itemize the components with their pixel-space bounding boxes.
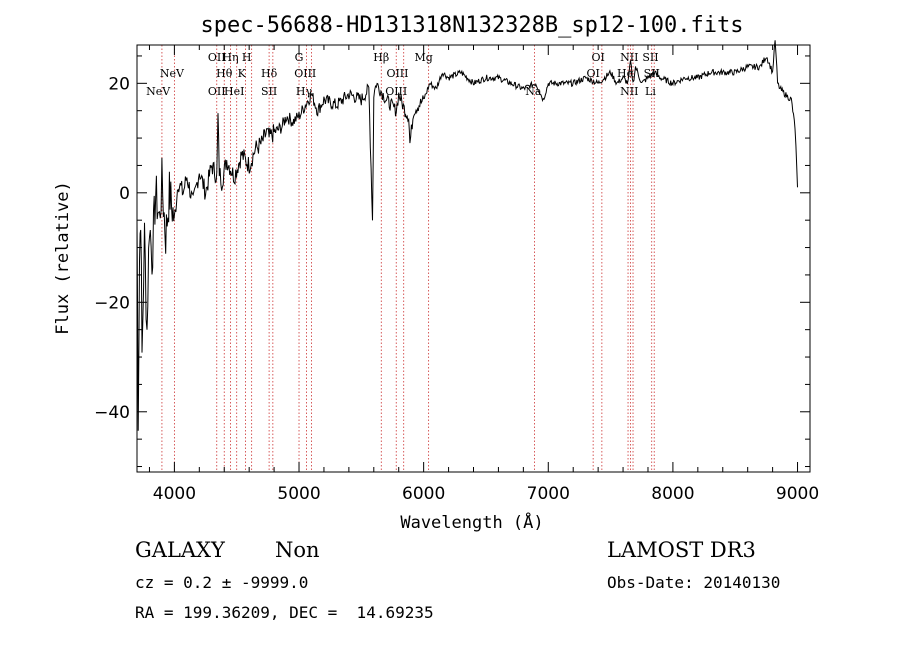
y-tick-label: 0 <box>119 184 130 204</box>
emission-line-label: NeV <box>146 85 171 98</box>
y-tick-label: −40 <box>94 403 130 423</box>
x-axis-label: Wavelength (Å) <box>400 511 543 533</box>
x-tick-label: 4000 <box>153 484 196 504</box>
y-tick-label: 20 <box>108 74 130 94</box>
emission-line-label: OII <box>208 51 226 64</box>
emission-line-label: G <box>295 51 304 64</box>
emission-line-label: H <box>242 51 252 64</box>
x-axis-ticks: 4000 5000 6000 7000 8000 9000 <box>148 45 819 504</box>
emission-line-label: OIII <box>385 85 407 98</box>
emission-line-label: Mg <box>414 51 432 64</box>
emission-line-label: OII <box>208 85 226 98</box>
survey-name: LAMOST DR3 <box>607 538 756 562</box>
plot-frame <box>136 44 811 473</box>
object-class: GALAXY <box>135 538 225 562</box>
emission-line-label: Hδ <box>261 67 278 80</box>
x-tick-label: 7000 <box>527 484 570 504</box>
emission-line-label: HeI <box>224 85 244 98</box>
emission-line-label: SII <box>642 51 658 64</box>
emission-line-label: Li <box>645 85 656 98</box>
emission-line-label: NeV <box>160 67 185 80</box>
emission-line-label: Hγ <box>296 85 313 98</box>
emission-line-label: NII <box>620 85 638 98</box>
spectrum-series-line <box>136 40 798 431</box>
emission-line-label: Na <box>525 85 542 98</box>
emission-line-labels: NeV NeV OII OII Hθ Hη HeI KH Hδ SII G OIII Hγ Hβ OIII O… <box>146 51 660 98</box>
x-tick-label: 5000 <box>277 484 320 504</box>
emission-line-label: OI <box>591 51 604 64</box>
emission-line-markers <box>161 45 655 472</box>
emission-line-label: NII <box>620 51 638 64</box>
ra-dec: RA = 199.36209, DEC = 14.69235 <box>135 603 434 622</box>
emission-line-label: SII <box>261 85 277 98</box>
object-subclass: Non <box>275 538 320 562</box>
emission-line-label: Hη <box>222 51 238 64</box>
emission-line-label: K <box>238 67 247 80</box>
x-tick-label: 8000 <box>651 484 694 504</box>
emission-line-label: Hα <box>617 67 635 80</box>
redshift-cz: cz = 0.2 ± -9999.0 <box>135 573 309 592</box>
y-tick-label: −20 <box>94 293 130 313</box>
observation-date: Obs-Date: 20140130 <box>607 573 781 592</box>
emission-line-label: OIII <box>386 67 408 80</box>
x-tick-label: 6000 <box>402 484 445 504</box>
emission-line-label: Hβ <box>373 51 389 64</box>
emission-line-label: Hθ <box>216 67 233 80</box>
emission-line-label: OI <box>586 67 599 80</box>
y-axis-ticks: −40 −20 0 20 <box>94 55 810 468</box>
spectrum-chart: spec-56688-HD131318N132328B_sp12-100.fit… <box>53 13 819 533</box>
x-tick-label: 9000 <box>776 484 819 504</box>
chart-title: spec-56688-HD131318N132328B_sp12-100.fit… <box>200 13 743 38</box>
y-axis-label: Flux (relative) <box>53 181 73 335</box>
emission-line-label: OIII <box>294 67 316 80</box>
